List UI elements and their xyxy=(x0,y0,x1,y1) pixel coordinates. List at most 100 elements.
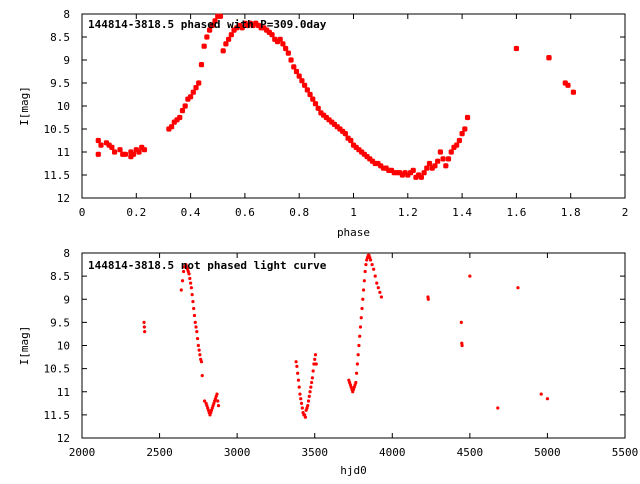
data-point xyxy=(136,149,142,155)
data-point xyxy=(358,334,362,338)
data-point xyxy=(355,362,359,366)
data-point xyxy=(198,353,202,357)
y-tick-label: 10.5 xyxy=(44,363,71,376)
y-tick-label: 8.5 xyxy=(50,270,70,283)
y-tick-label: 8 xyxy=(63,8,70,21)
data-point xyxy=(295,364,299,368)
data-point xyxy=(304,87,310,93)
chart-title: 144814-3818.5 not phased light curve xyxy=(88,259,327,272)
data-point xyxy=(196,343,200,348)
data-point xyxy=(297,385,301,389)
data-point xyxy=(348,137,354,144)
data-point xyxy=(193,320,197,324)
data-point xyxy=(432,163,438,169)
y-axis-label: I[mag] xyxy=(18,326,31,366)
data-point xyxy=(226,36,232,42)
x-tick-label: 1.2 xyxy=(398,206,418,219)
data-point xyxy=(410,167,416,173)
data-point xyxy=(315,105,321,111)
data-point xyxy=(296,73,302,79)
data-point xyxy=(189,286,193,290)
data-point xyxy=(182,103,188,109)
unphased-light-curve-panel: 2000 2500 3000 3500 4000 4500 5000 5500 8 8.5 9 9.5… xyxy=(18,247,638,477)
data-point xyxy=(437,149,443,155)
data-point xyxy=(190,293,194,297)
data-point xyxy=(310,380,314,385)
data-point xyxy=(179,108,186,114)
data-point xyxy=(357,343,361,348)
data-point xyxy=(199,360,204,364)
x-tick-label: 4500 xyxy=(457,446,484,459)
data-point xyxy=(179,288,183,292)
data-point xyxy=(421,170,427,176)
y-axis-label: I[mag] xyxy=(18,86,31,126)
data-point xyxy=(362,279,366,283)
data-point xyxy=(354,380,358,385)
x-tick-label: 1.8 xyxy=(561,206,581,219)
x-axis-label: phase xyxy=(337,226,370,239)
data-point xyxy=(223,41,229,47)
data-point xyxy=(188,94,194,100)
data-point xyxy=(195,330,199,334)
data-point xyxy=(516,286,520,290)
data-point xyxy=(539,392,543,396)
data-point xyxy=(291,64,297,70)
data-point xyxy=(180,279,185,283)
data-point xyxy=(285,50,291,56)
data-point xyxy=(302,82,308,88)
data-point xyxy=(202,399,207,403)
data-point xyxy=(98,142,104,148)
data-point xyxy=(443,163,449,169)
x-tick-label: 2 xyxy=(622,206,629,219)
data-point xyxy=(195,336,200,341)
y-tick-label: 12 xyxy=(57,432,70,445)
data-point xyxy=(303,415,308,419)
plot-frame xyxy=(81,13,626,199)
data-point xyxy=(192,306,196,311)
data-point xyxy=(239,25,245,31)
data-point xyxy=(456,137,462,144)
data-point xyxy=(312,362,316,366)
data-point xyxy=(95,137,101,144)
data-point xyxy=(294,360,298,364)
data-point xyxy=(283,45,289,52)
data-point xyxy=(198,62,205,68)
data-point xyxy=(95,151,101,157)
x-tick-label: 5000 xyxy=(534,446,561,459)
data-point xyxy=(288,57,294,63)
data-point xyxy=(217,13,224,19)
y-tick-label: 9 xyxy=(63,293,70,306)
data-point xyxy=(209,22,215,29)
y-tick-label: 12 xyxy=(57,192,70,205)
data-point xyxy=(314,362,318,366)
data-point xyxy=(308,390,312,394)
x-tick-label: 1 xyxy=(350,206,357,219)
y-tick-label: 11.5 xyxy=(44,409,71,422)
data-point xyxy=(310,376,314,380)
data-point xyxy=(296,371,300,375)
data-point xyxy=(130,151,137,157)
data-point xyxy=(445,156,452,162)
data-point xyxy=(168,124,175,130)
data-point xyxy=(462,126,468,132)
y-tick-label: 11 xyxy=(57,386,70,399)
data-point xyxy=(496,406,500,410)
data-point xyxy=(117,147,123,153)
data-point xyxy=(220,48,226,54)
x-tick-label: 0.2 xyxy=(126,206,146,219)
y-tick-label: 8 xyxy=(63,247,70,260)
data-point xyxy=(216,404,221,408)
data-point xyxy=(368,258,373,262)
data-point xyxy=(459,320,463,324)
data-point xyxy=(361,288,366,292)
data-point xyxy=(375,281,379,285)
x-tick-label: 1.6 xyxy=(506,206,526,219)
data-point xyxy=(426,160,433,167)
data-point xyxy=(293,68,300,75)
data-point xyxy=(464,114,471,121)
data-point xyxy=(342,131,348,137)
data-point xyxy=(143,330,147,334)
data-point xyxy=(299,401,304,405)
data-point xyxy=(212,18,218,24)
data-point xyxy=(306,399,311,403)
